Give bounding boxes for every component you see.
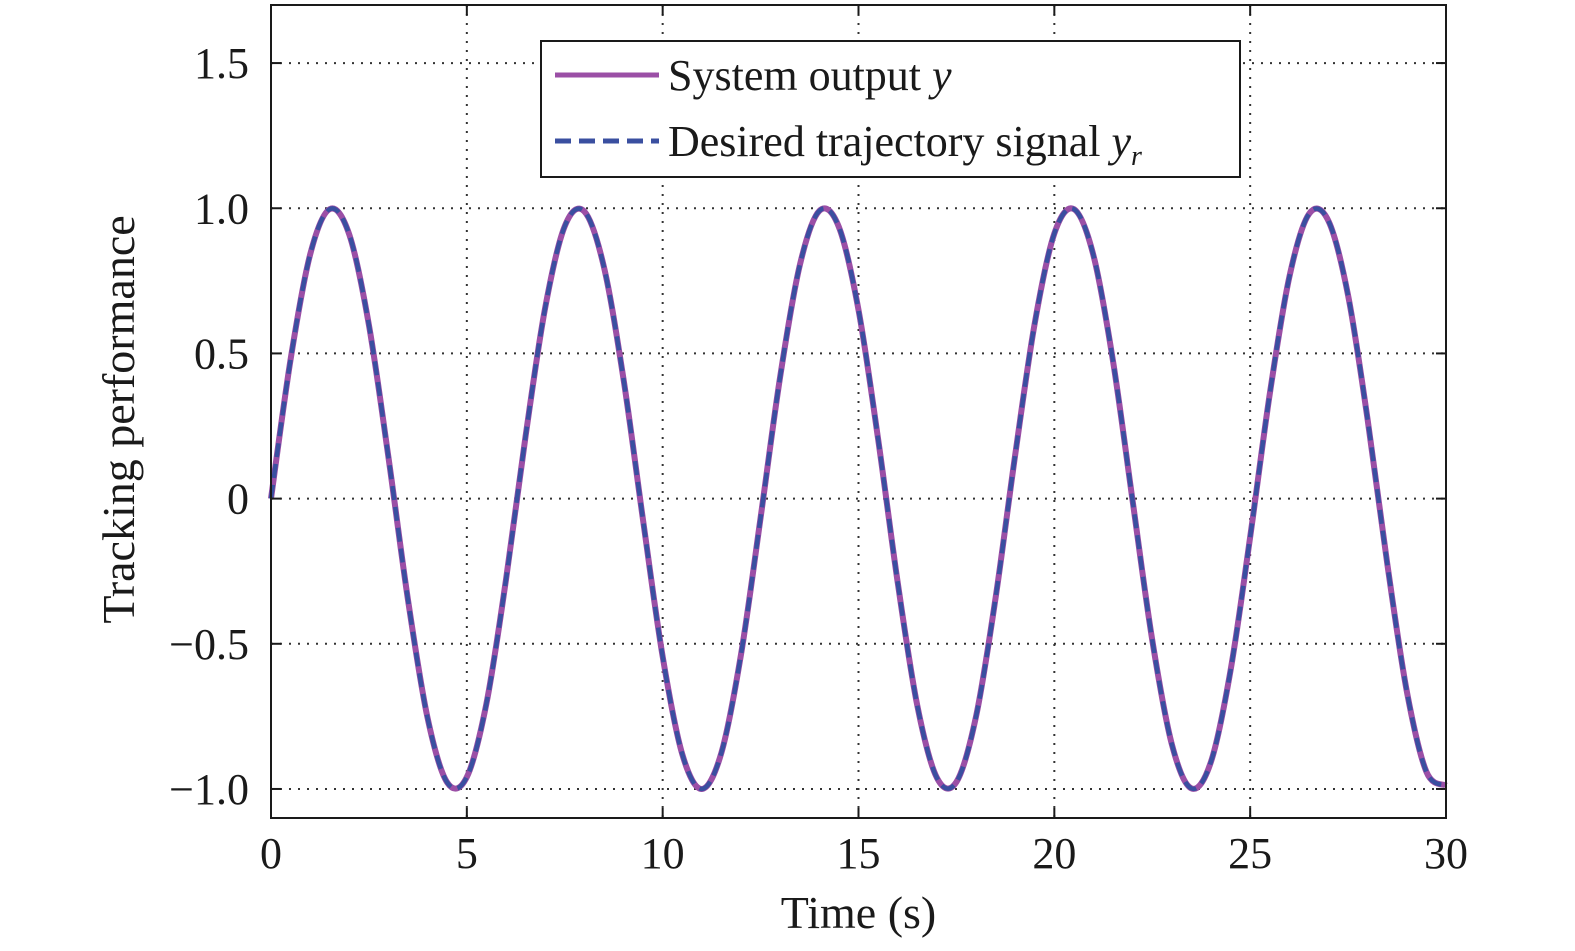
- x-tick-label: 10: [641, 829, 685, 878]
- x-tick-label: 20: [1032, 829, 1076, 878]
- legend-entry-label: System output: [668, 51, 932, 100]
- x-tick-label: 25: [1228, 829, 1272, 878]
- x-tick-label: 0: [260, 829, 282, 878]
- legend-entry-subscript: r: [1131, 141, 1142, 172]
- axis-ticks: 0 5 10 15 20 25 30 −1.0 −0.5 0 0.5 1.0 1.5: [169, 5, 1468, 878]
- legend-entry: Desired trajectory signal yr: [668, 117, 1142, 172]
- legend-entry: System output y: [668, 51, 952, 100]
- desired-trajectory-line: [268, 206, 1448, 792]
- legend-entry-variable: y: [928, 51, 952, 100]
- x-axis-label: Time (s): [781, 887, 937, 938]
- y-tick-label: 0: [227, 475, 249, 524]
- x-tick-label: 15: [837, 829, 881, 878]
- y-tick-label: 0.5: [194, 329, 249, 378]
- y-tick-label: −1.0: [169, 765, 249, 814]
- legend-box: [540, 40, 1241, 178]
- y-tick-label: 1.5: [194, 39, 249, 88]
- x-tick-label: 5: [456, 829, 478, 878]
- legend-entry-variable: y: [1108, 117, 1132, 166]
- legend-entry-label: Desired trajectory signal: [668, 117, 1112, 166]
- plot-series: [268, 205, 1448, 792]
- y-axis-label: Tracking performance: [93, 215, 144, 623]
- x-tick-label: 30: [1424, 829, 1468, 878]
- y-tick-label: −0.5: [169, 620, 249, 669]
- y-tick-label: 1.0: [194, 184, 249, 233]
- system-output-line: [268, 205, 1448, 792]
